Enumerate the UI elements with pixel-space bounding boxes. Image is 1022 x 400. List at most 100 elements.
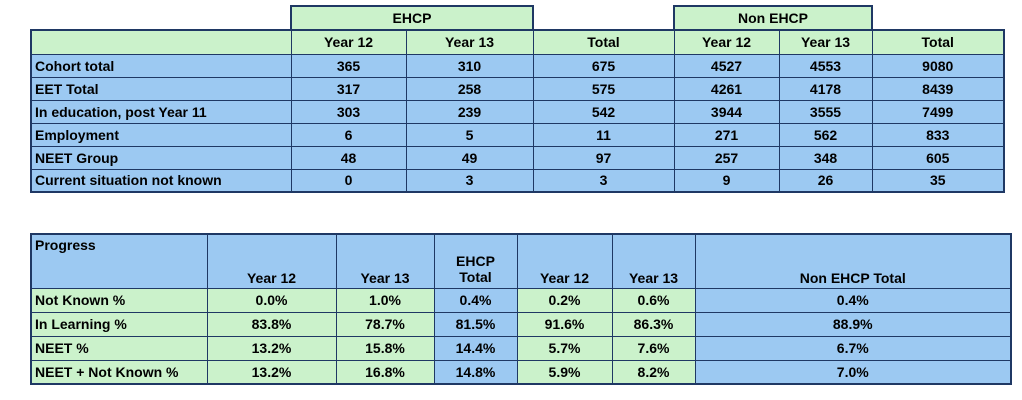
value-cell: 3 [532, 168, 675, 193]
column-header-row: Progress Year 12 Year 13 EHCP Total Year… [30, 233, 1012, 289]
row-header-cell: In education, post Year 11 [30, 99, 292, 124]
spacer-cell [533, 6, 674, 30]
value-cell: 258 [405, 76, 534, 101]
column-header-year13-ehcp: Year 13 [335, 233, 435, 289]
column-header-row: Year 12 Year 13 Total Year 12 Year 13 To… [30, 29, 1005, 55]
column-header-year13-ehcp: Year 13 [405, 29, 534, 55]
row-header-cell: Employment [30, 122, 292, 147]
value-cell: 4553 [778, 53, 873, 78]
corner-cell-progress: Progress [30, 233, 208, 289]
value-cell: 833 [871, 122, 1005, 147]
value-cell: 0.6% [611, 287, 696, 313]
table-row-in-learning-pct: In Learning % 83.8% 78.7% 81.5% 91.6% 86… [30, 311, 1012, 337]
value-cell: 605 [871, 145, 1005, 170]
spacer-cell [31, 6, 291, 30]
value-cell: 5.7% [516, 335, 613, 361]
value-cell: 26 [778, 168, 873, 193]
group-header-non-ehcp: Non EHCP [673, 5, 873, 31]
value-cell: 35 [871, 168, 1005, 193]
table-row-eet-total: EET Total 317 258 575 4261 4178 8439 [30, 76, 1005, 101]
value-cell: 310 [405, 53, 534, 78]
column-header-year12-nonehcp: Year 12 [673, 29, 780, 55]
value-cell: 8439 [871, 76, 1005, 101]
row-header-cell: NEET Group [30, 145, 292, 170]
value-cell: 97 [532, 145, 675, 170]
column-header-year12-ehcp: Year 12 [290, 29, 407, 55]
value-cell: 9080 [871, 53, 1005, 78]
value-cell: 4261 [673, 76, 780, 101]
value-cell: 4178 [778, 76, 873, 101]
table-row-not-known-pct: Not Known % 0.0% 1.0% 0.4% 0.2% 0.6% 0.4… [30, 287, 1012, 313]
table-row-cohort-total: Cohort total 365 310 675 4527 4553 9080 [30, 53, 1005, 78]
value-cell: 1.0% [335, 287, 435, 313]
value-cell: 7499 [871, 99, 1005, 124]
value-cell: 86.3% [611, 311, 696, 337]
row-header-cell: NEET % [30, 335, 208, 361]
value-cell: 348 [778, 145, 873, 170]
value-cell: 78.7% [335, 311, 435, 337]
row-header-cell: In Learning % [30, 311, 208, 337]
table-row-employment: Employment 6 5 11 271 562 833 [30, 122, 1005, 147]
spacer-cell [872, 6, 1004, 30]
column-header-year13-nonehcp: Year 13 [611, 233, 696, 289]
value-cell: 6.7% [694, 335, 1012, 361]
value-cell: 3555 [778, 99, 873, 124]
value-cell: 0.0% [206, 287, 337, 313]
column-header-year12-ehcp: Year 12 [206, 233, 337, 289]
table-row-not-known: Current situation not known 0 3 3 9 26 3… [30, 168, 1005, 193]
row-header-cell: Cohort total [30, 53, 292, 78]
value-cell: 0.4% [694, 287, 1012, 313]
value-cell: 0.2% [516, 287, 613, 313]
value-cell: 3 [405, 168, 534, 193]
value-cell: 15.8% [335, 335, 435, 361]
value-cell: 317 [290, 76, 407, 101]
value-cell: 303 [290, 99, 407, 124]
column-header-year13-nonehcp: Year 13 [778, 29, 873, 55]
value-cell: 575 [532, 76, 675, 101]
value-cell: 91.6% [516, 311, 613, 337]
value-cell: 5.9% [516, 359, 613, 385]
value-cell: 3944 [673, 99, 780, 124]
cohort-table: EHCP Non EHCP Year 12 Year 13 Total Year… [30, 5, 1005, 193]
row-header-cell: Not Known % [30, 287, 208, 313]
value-cell: 7.0% [694, 359, 1012, 385]
value-cell: 0.4% [433, 287, 518, 313]
progress-table: Progress Year 12 Year 13 EHCP Total Year… [30, 233, 1012, 385]
column-header-ehcp-total: EHCP Total [433, 233, 518, 289]
column-header-non-ehcp-total: Non EHCP Total [694, 233, 1012, 289]
value-cell: 271 [673, 122, 780, 147]
value-cell: 83.8% [206, 311, 337, 337]
row-header-cell: Current situation not known [30, 168, 292, 193]
group-header-ehcp: EHCP [290, 5, 534, 31]
table-row-neet-group: NEET Group 48 49 97 257 348 605 [30, 145, 1005, 170]
table-row-neet-pct: NEET % 13.2% 15.8% 14.4% 5.7% 7.6% 6.7% [30, 335, 1012, 361]
value-cell: 13.2% [206, 359, 337, 385]
value-cell: 5 [405, 122, 534, 147]
value-cell: 239 [405, 99, 534, 124]
value-cell: 81.5% [433, 311, 518, 337]
value-cell: 7.6% [611, 335, 696, 361]
column-header-total-nonehcp: Total [871, 29, 1005, 55]
value-cell: 8.2% [611, 359, 696, 385]
group-header-row: EHCP Non EHCP [31, 5, 1004, 31]
value-cell: 11 [532, 122, 675, 147]
value-cell: 9 [673, 168, 780, 193]
table-row-neet-plus-not-known-pct: NEET + Not Known % 13.2% 16.8% 14.8% 5.9… [30, 359, 1012, 385]
column-header-blank [30, 29, 292, 55]
row-header-cell: NEET + Not Known % [30, 359, 208, 385]
value-cell: 48 [290, 145, 407, 170]
value-cell: 13.2% [206, 335, 337, 361]
value-cell: 365 [290, 53, 407, 78]
table-row-in-education: In education, post Year 11 303 239 542 3… [30, 99, 1005, 124]
value-cell: 542 [532, 99, 675, 124]
value-cell: 562 [778, 122, 873, 147]
row-header-cell: EET Total [30, 76, 292, 101]
column-header-year12-nonehcp: Year 12 [516, 233, 613, 289]
column-header-total-ehcp: Total [532, 29, 675, 55]
value-cell: 88.9% [694, 311, 1012, 337]
value-cell: 16.8% [335, 359, 435, 385]
value-cell: 4527 [673, 53, 780, 78]
value-cell: 49 [405, 145, 534, 170]
value-cell: 257 [673, 145, 780, 170]
